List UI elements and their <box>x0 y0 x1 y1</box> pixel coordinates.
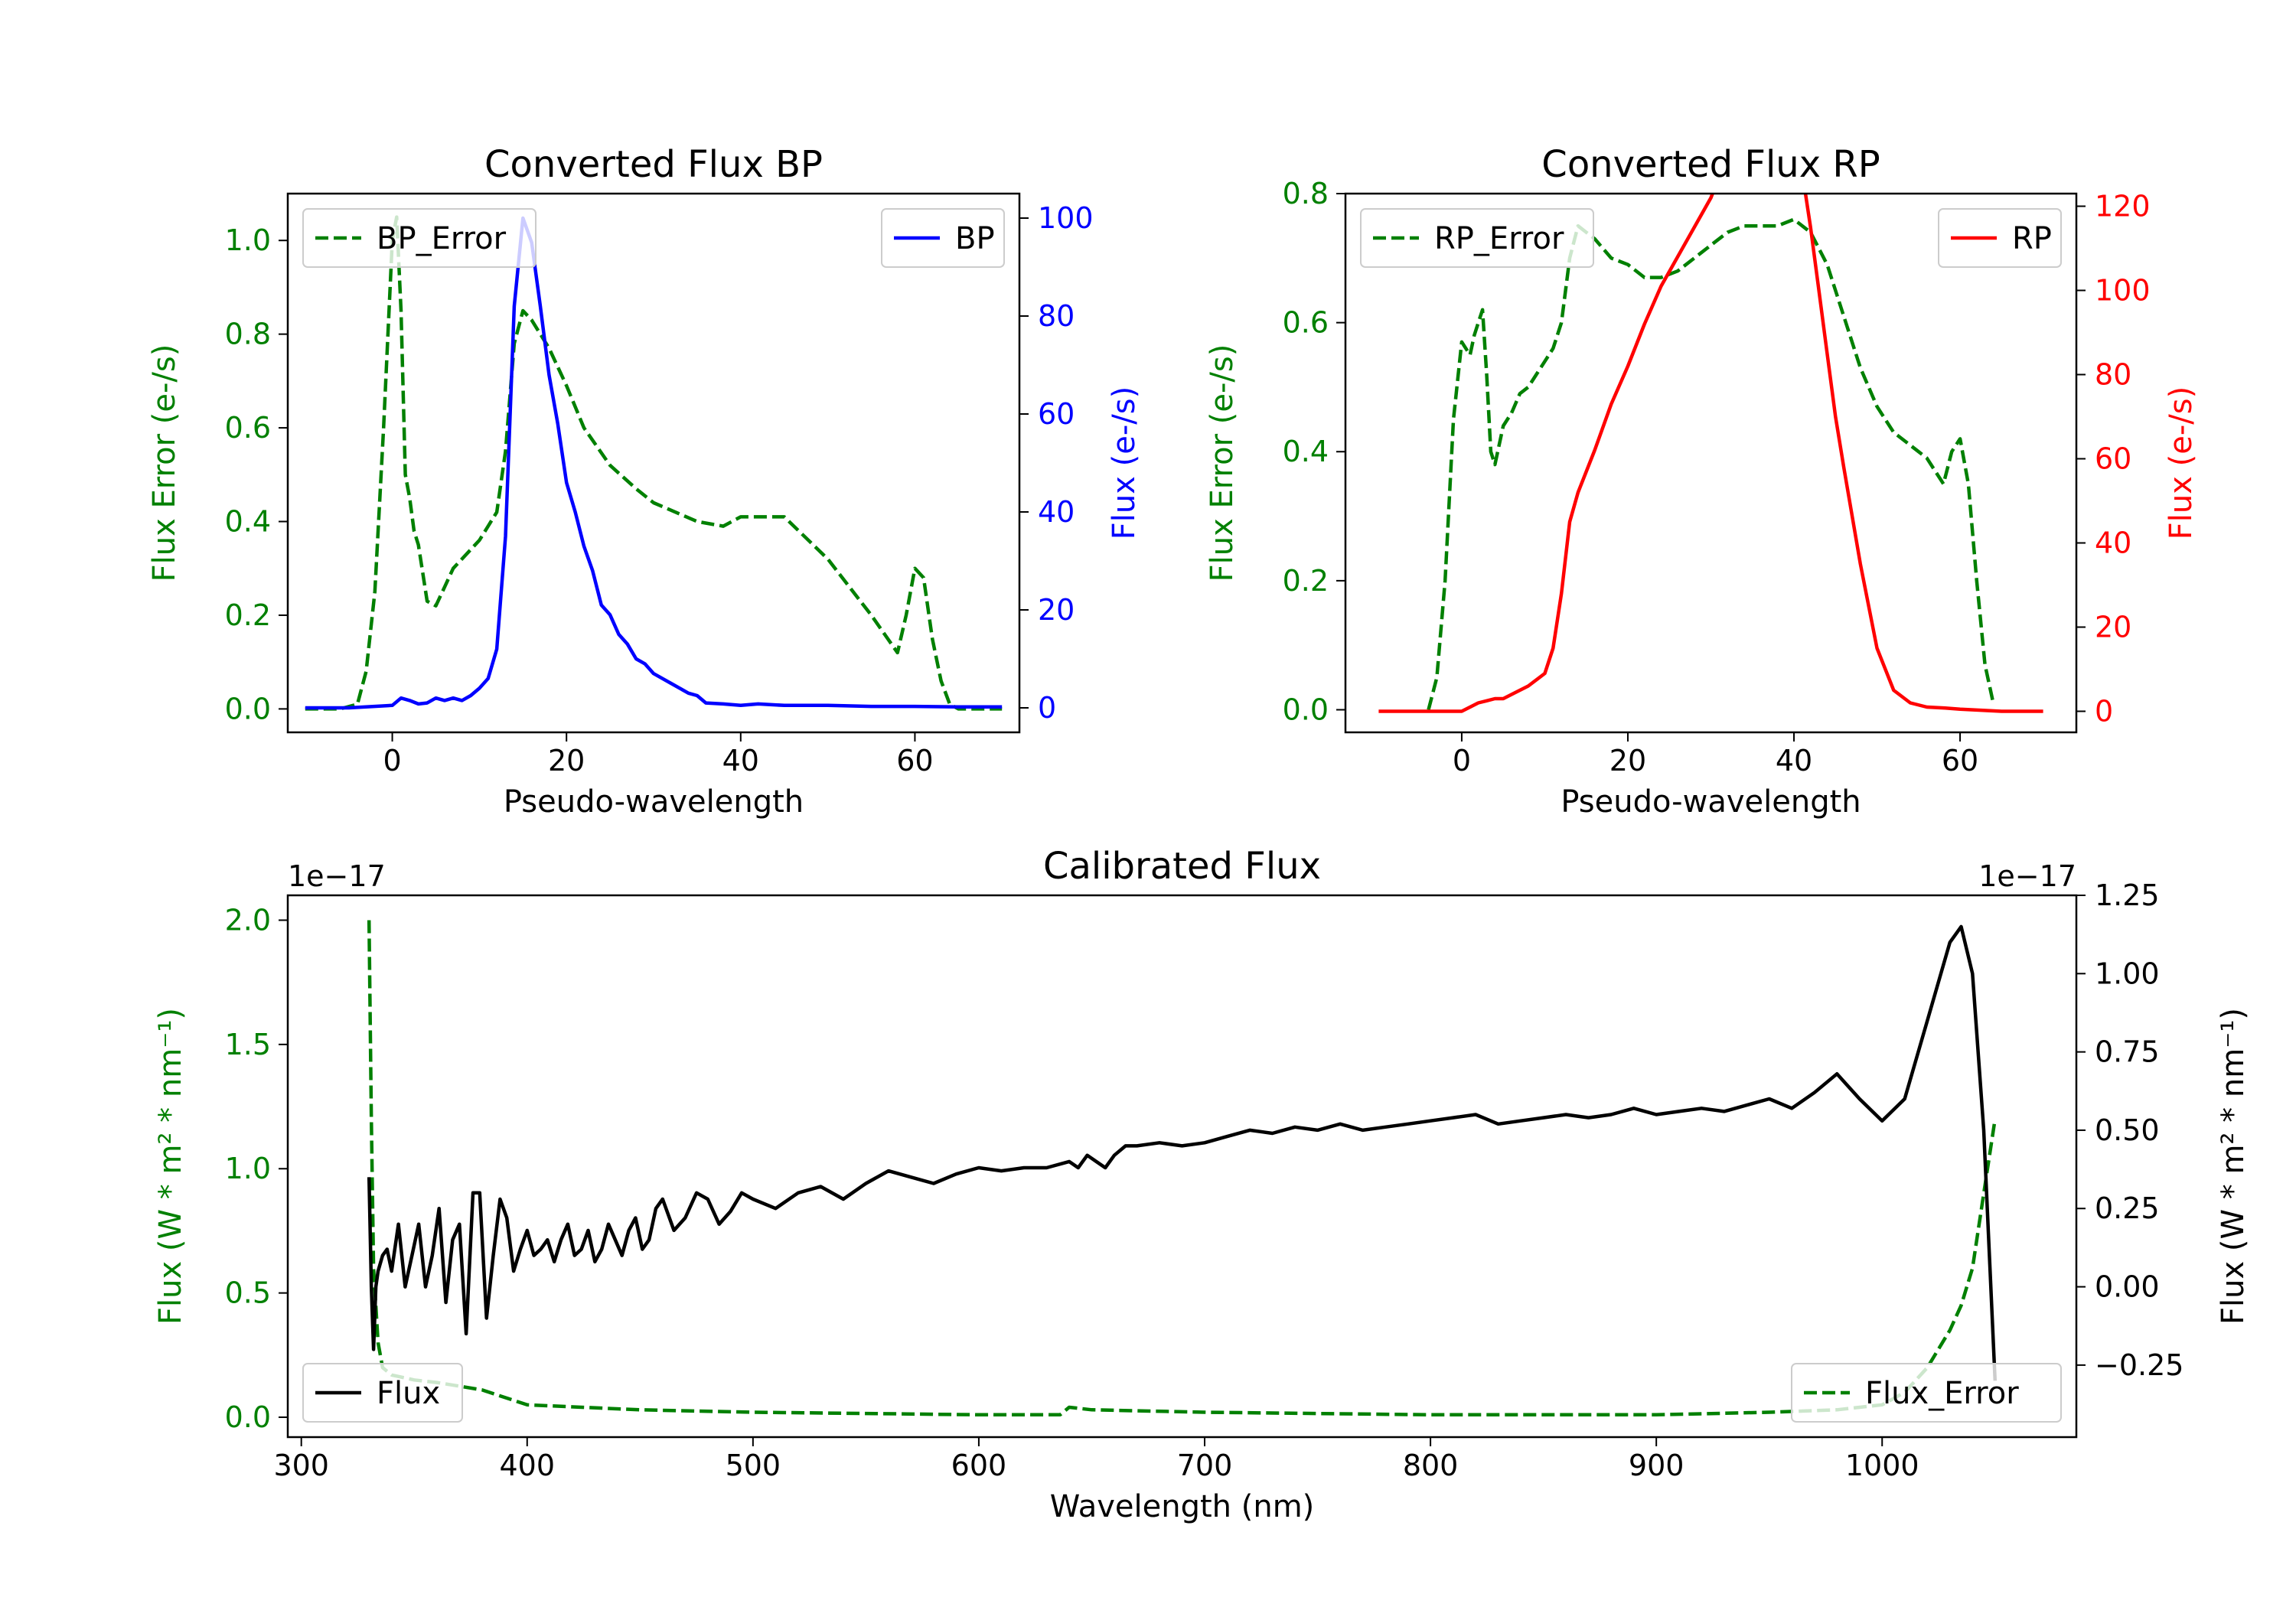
cal-xtick-label: 800 <box>1403 1449 1459 1482</box>
bp-legend-bp: BP <box>881 208 1005 268</box>
rp-xtick-label: 20 <box>1609 744 1646 777</box>
cal-ytick-right-label: 0.25 <box>2095 1191 2160 1225</box>
rp-legend-rp-error: RP_Error <box>1360 208 1594 268</box>
bp-ytick-right-label: 80 <box>1038 299 1075 333</box>
bp-legend-bp-error: BP_Error <box>302 208 536 268</box>
bp-axes-frame <box>286 192 1021 734</box>
rp-axes-frame <box>1344 192 2078 734</box>
bp-ytick-left-label: 1.0 <box>225 223 271 257</box>
cal-ytick-right-label: −0.25 <box>2095 1348 2183 1382</box>
bp-title: Converted Flux BP <box>484 143 823 186</box>
legend-label: Flux_Error <box>1865 1376 2019 1411</box>
bp-ytick-right-label: 60 <box>1038 397 1075 431</box>
cal-axes-frame <box>286 894 2078 1439</box>
legend-label: RP_Error <box>1434 221 1564 256</box>
rp-ylabel-right: Flux (e-/s) <box>2164 386 2199 539</box>
rp-ytick-left-label: 0.2 <box>1283 564 1329 598</box>
cal-xtick-label: 500 <box>726 1449 781 1482</box>
bp-ytick-left-label: 0.6 <box>225 411 271 445</box>
bp-ytick-left-label: 0.4 <box>225 505 271 539</box>
rp-xtick-label: 0 <box>1453 744 1471 777</box>
bp-ytick-right-label: 0 <box>1038 691 1056 725</box>
legend-label: BP <box>955 221 995 256</box>
rp-xtick-label: 40 <box>1776 744 1812 777</box>
cal-ytick-left-label: 0.0 <box>225 1400 271 1434</box>
cal-ytick-left-label: 1.0 <box>225 1152 271 1185</box>
bp-panel: 0 20 40 60 0.0 0.2 0.4 0.6 0.8 1.0 0 20 40 60 80 100 Con… <box>147 143 1142 820</box>
rp-ytick-left-label: 0.6 <box>1283 306 1329 340</box>
bp-xtick-label: 0 <box>383 744 401 777</box>
rp-ytick-right-label: 40 <box>2095 526 2131 560</box>
rp-ytick-left-label: 0.8 <box>1283 177 1329 210</box>
legend-box <box>1360 208 1594 268</box>
rp-title: Converted Flux RP <box>1541 143 1880 186</box>
cal-ytick-right-label: 0.50 <box>2095 1113 2160 1147</box>
cal-xtick-label: 300 <box>273 1449 329 1482</box>
cal-ytick-right-label: 1.00 <box>2095 957 2160 990</box>
cal-ytick-left-label: 2.0 <box>225 903 271 937</box>
bp-ylabel-right: Flux (e-/s) <box>1107 386 1142 539</box>
bp-xtick-label: 20 <box>548 744 585 777</box>
rp-panel: 0 20 40 60 0.0 0.2 0.4 0.6 0.8 0 20 40 60 80 100 120 Con… <box>1205 143 2199 820</box>
rp-ytick-right-label: 100 <box>2095 274 2151 308</box>
bp-ytick-right-label: 100 <box>1038 201 1094 235</box>
rp-xlabel: Pseudo-wavelength <box>1561 784 1861 820</box>
bp-ytick-right-label: 20 <box>1038 593 1075 627</box>
legend-box <box>302 1363 463 1423</box>
legend-box <box>881 208 1005 268</box>
bp-xtick-label: 60 <box>896 744 933 777</box>
cal-ylabel-left: Flux (W * m² * nm⁻¹) <box>153 1008 188 1325</box>
bp-series-bp-error <box>305 215 1003 711</box>
cal-xtick-label: 1000 <box>1845 1449 1919 1482</box>
cal-legend-flux-error: Flux_Error <box>1791 1363 2062 1423</box>
cal-xtick-label: 400 <box>500 1449 556 1482</box>
rp-series-rp-error <box>1427 217 1995 711</box>
cal-panel: 300 400 500 600 700 800 900 1000 0.0 0.5 1.0 1.5 2.0… <box>153 845 2251 1524</box>
cal-xtick-label: 900 <box>1629 1449 1684 1482</box>
bp-ytick-left-label: 0.0 <box>225 692 271 725</box>
bp-ytick-left-label: 0.2 <box>225 598 271 632</box>
cal-legend-flux: Flux <box>302 1363 463 1423</box>
cal-xtick-label: 600 <box>951 1449 1007 1482</box>
cal-series-flux <box>367 924 1998 1381</box>
cal-ylabel-right: Flux (W * m² * nm⁻¹) <box>2216 1008 2251 1325</box>
cal-offset-left: 1e−17 <box>288 859 386 893</box>
legend-label: RP <box>2012 221 2052 256</box>
cal-title: Calibrated Flux <box>1043 845 1321 888</box>
legend-box <box>302 208 536 268</box>
rp-ytick-right-label: 120 <box>2095 190 2151 223</box>
cal-xtick-label: 700 <box>1177 1449 1233 1482</box>
bp-ytick-right-label: 40 <box>1038 495 1075 529</box>
rp-ytick-right-label: 60 <box>2095 442 2131 476</box>
legend-label: Flux <box>377 1376 440 1411</box>
cal-ytick-right-label: 0.75 <box>2095 1035 2160 1069</box>
rp-ytick-left-label: 0.4 <box>1283 435 1329 468</box>
cal-offset-right: 1e−17 <box>1978 859 2076 893</box>
bp-ytick-left-label: 0.8 <box>225 318 271 351</box>
rp-ytick-left-label: 0.0 <box>1283 693 1329 726</box>
cal-ytick-left-label: 0.5 <box>225 1276 271 1310</box>
cal-ytick-right-label: 0.00 <box>2095 1270 2160 1304</box>
rp-ytick-right-label: 0 <box>2095 695 2113 729</box>
rp-legend-rp: RP <box>1938 208 2062 268</box>
rp-ytick-right-label: 80 <box>2095 358 2131 392</box>
bp-ylabel-left: Flux Error (e-/s) <box>147 344 182 582</box>
cal-series-flux-error <box>367 920 1998 1417</box>
cal-xlabel: Wavelength (nm) <box>1050 1489 1315 1524</box>
cal-ytick-right-label: 1.25 <box>2095 878 2160 912</box>
rp-ylabel-left: Flux Error (e-/s) <box>1205 344 1240 582</box>
rp-ytick-right-label: 20 <box>2095 611 2131 644</box>
legend-label: BP_Error <box>377 221 507 256</box>
bp-xtick-label: 40 <box>722 744 759 777</box>
rp-series-rp <box>1378 194 2043 713</box>
bp-series-bp <box>305 216 1003 710</box>
bp-xlabel: Pseudo-wavelength <box>504 784 804 820</box>
legend-box <box>1791 1363 2062 1423</box>
legend-box <box>1938 208 2062 268</box>
cal-ytick-left-label: 1.5 <box>225 1028 271 1061</box>
rp-xtick-label: 60 <box>1942 744 1978 777</box>
